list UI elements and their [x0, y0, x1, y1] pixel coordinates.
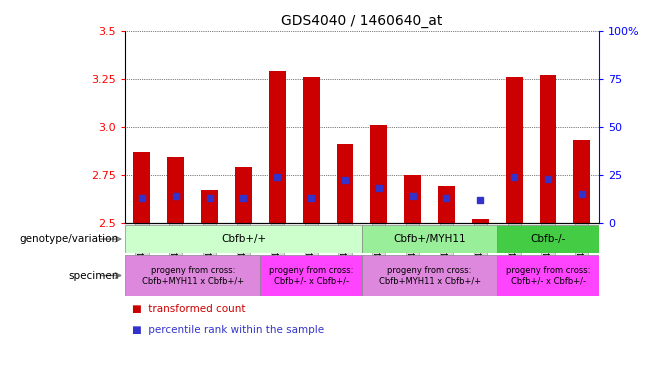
Bar	[506, 77, 522, 223]
Bar	[261, 255, 362, 296]
Bar	[573, 140, 590, 223]
Text: Cbfb+/+: Cbfb+/+	[221, 234, 266, 244]
Text: progeny from cross:
Cbfb+MYH11 x Cbfb+/+: progeny from cross: Cbfb+MYH11 x Cbfb+/+	[141, 266, 243, 285]
Text: genotype/variation: genotype/variation	[19, 234, 118, 244]
Bar	[336, 144, 353, 223]
Bar	[167, 157, 184, 223]
Bar	[370, 125, 388, 223]
Bar	[134, 152, 151, 223]
Bar	[362, 225, 497, 253]
Bar	[472, 219, 489, 223]
Text: specimen: specimen	[68, 270, 118, 281]
Text: Cbfb+/MYH11: Cbfb+/MYH11	[393, 234, 466, 244]
Bar	[269, 71, 286, 223]
Bar	[303, 77, 320, 223]
Title: GDS4040 / 1460640_at: GDS4040 / 1460640_at	[281, 14, 443, 28]
Text: ■  transformed count: ■ transformed count	[132, 304, 245, 314]
Bar	[497, 255, 599, 296]
Text: progeny from cross:
Cbfb+/- x Cbfb+/-: progeny from cross: Cbfb+/- x Cbfb+/-	[269, 266, 353, 285]
Bar	[497, 225, 599, 253]
Bar	[540, 75, 557, 223]
Bar	[362, 255, 497, 296]
Bar	[438, 186, 455, 223]
Text: Cbfb-/-: Cbfb-/-	[530, 234, 566, 244]
Text: progeny from cross:
Cbfb+MYH11 x Cbfb+/+: progeny from cross: Cbfb+MYH11 x Cbfb+/+	[378, 266, 480, 285]
Bar	[125, 255, 261, 296]
Bar	[404, 175, 421, 223]
Text: ■  percentile rank within the sample: ■ percentile rank within the sample	[132, 325, 324, 335]
Bar	[201, 190, 218, 223]
Bar	[125, 225, 362, 253]
Text: progeny from cross:
Cbfb+/- x Cbfb+/-: progeny from cross: Cbfb+/- x Cbfb+/-	[506, 266, 590, 285]
Bar	[235, 167, 252, 223]
